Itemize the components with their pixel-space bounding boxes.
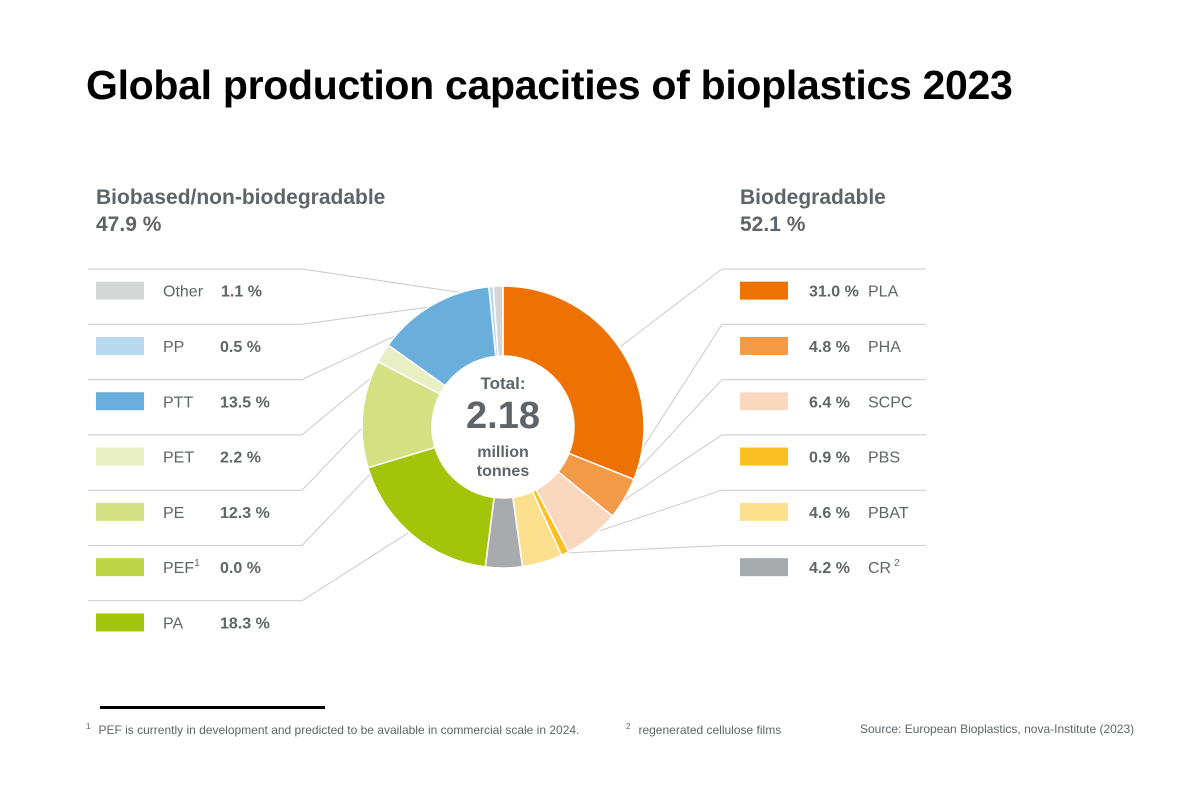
total-unit-line1: million [477, 444, 529, 461]
group-heading-biodegradable: Biodegradable 52.1 % [740, 184, 886, 238]
legend-label: PLA [868, 284, 899, 301]
slice-pla [502, 285, 645, 481]
legend-label: PHA [868, 339, 901, 356]
total-value: 2.18 [466, 395, 540, 437]
legend-label: PET [163, 450, 194, 467]
footer-rule [100, 706, 325, 709]
legend-value: 0.5 % [220, 339, 261, 356]
legend-value: 4.2 % [809, 560, 850, 577]
legend-swatch [96, 558, 144, 577]
footnote-text: PEF is currently in development and pred… [98, 723, 580, 737]
legend-value: 1.1 % [221, 284, 262, 301]
donut-hole [432, 356, 574, 498]
legend-value: 0.9 % [809, 450, 850, 467]
footnote-1: 1 PEF is currently in development and pre… [86, 722, 579, 737]
legend-swatch [740, 336, 788, 355]
connector-lines [296, 268, 732, 602]
footnote-mark: 2 [626, 722, 631, 731]
total-label: Total: [480, 374, 525, 393]
legend-value: 12.3 % [220, 505, 270, 522]
legend-swatch [96, 502, 144, 521]
legend-sup: 1 [194, 558, 200, 569]
legend-label: PP [163, 339, 184, 356]
legend-item-scpc: 6.4 % SCPC [740, 392, 912, 411]
total-unit-line2: tonnes [477, 463, 530, 480]
legend-value: 2.2 % [220, 450, 261, 467]
footnote-text: regenerated cellulose films [638, 723, 782, 737]
group-share: 52.1 % [740, 213, 806, 236]
connector-pla [609, 268, 732, 356]
group-share: 47.9 % [96, 213, 162, 236]
legend-swatch [740, 392, 788, 411]
legend-label: PBS [868, 450, 900, 467]
legend-swatch [740, 281, 788, 300]
legend-swatch [96, 281, 144, 300]
legend-label: CR 2 [868, 558, 900, 577]
legend-item-cr: 4.2 % CR 2 [740, 558, 900, 577]
legend-value: 13.5 % [220, 394, 270, 411]
legend-label: PBAT [868, 505, 909, 522]
group-heading-biobased: Biobased/non-biodegradable 47.9 % [96, 184, 385, 238]
legend-item-ptt: PTT 13.5 % [96, 392, 270, 411]
legend-item-other: Other 1.1 % [96, 281, 262, 301]
legend-label: SCPC [868, 394, 912, 411]
legend-value: 18.3 % [220, 615, 270, 632]
legend-value: 4.8 % [809, 339, 850, 356]
legend-swatch [96, 447, 144, 466]
legend-label: Other [163, 284, 204, 301]
connector-pet [296, 359, 394, 436]
legend-separators [88, 268, 926, 602]
legend-value: 6.4 % [809, 394, 850, 411]
group-name: Biodegradable [740, 186, 886, 209]
legend-label: PTT [163, 394, 193, 411]
legend-value: 4.6 % [809, 505, 850, 522]
legend-swatch [740, 447, 788, 466]
legend-label: PEF1 [163, 558, 200, 577]
legend-swatch [96, 613, 144, 632]
donut-center: Total: 2.18 million tonnes [432, 356, 574, 498]
source-note: Source: European Bioplastics, nova-Insti… [860, 722, 1135, 736]
legend-item-pbat: 4.6 % PBAT [740, 502, 909, 522]
connector-pe [296, 414, 375, 491]
legend-item-pef: PEF1 0.0 % [96, 558, 261, 577]
legend-item-pla: 31.0 % PLA [740, 281, 899, 301]
legend-value: 31.0 % [809, 284, 859, 301]
footnote-mark: 1 [86, 722, 91, 731]
connector-pbat [538, 489, 732, 552]
legend-swatch [96, 392, 144, 411]
legend-item-pp: PP 0.5 % [96, 336, 261, 356]
legend-value: 0.0 % [220, 560, 261, 577]
legend: Other 1.1 % PP 0.5 % PTT 13.5 % PET 2.2 % PE 12.3… [96, 281, 912, 632]
group-name: Biobased/non-biodegradable [96, 186, 386, 209]
page-title: Global production capacities of bioplast… [86, 62, 1013, 108]
legend-item-pbs: 0.9 % PBS [740, 447, 900, 467]
connector-other [296, 268, 499, 299]
connector-cr [503, 545, 732, 557]
footnote-2: 2 regenerated cellulose films [626, 722, 781, 737]
legend-label: PE [163, 505, 184, 522]
legend-item-pha: 4.8 % PHA [740, 336, 901, 356]
connector-ptt [296, 314, 439, 381]
donut-slices [361, 285, 645, 569]
legend-sup: 2 [894, 558, 900, 569]
connector-pa [296, 525, 420, 602]
legend-item-pet: PET 2.2 % [96, 447, 261, 467]
legend-item-pe: PE 12.3 % [96, 502, 270, 522]
legend-swatch [96, 336, 144, 355]
connector-pha [613, 323, 732, 493]
connector-pef [296, 463, 380, 546]
legend-item-pa: PA 18.3 % [96, 613, 270, 632]
legend-swatch [740, 502, 788, 521]
legend-swatch [740, 558, 788, 577]
legend-label: PA [163, 615, 183, 632]
